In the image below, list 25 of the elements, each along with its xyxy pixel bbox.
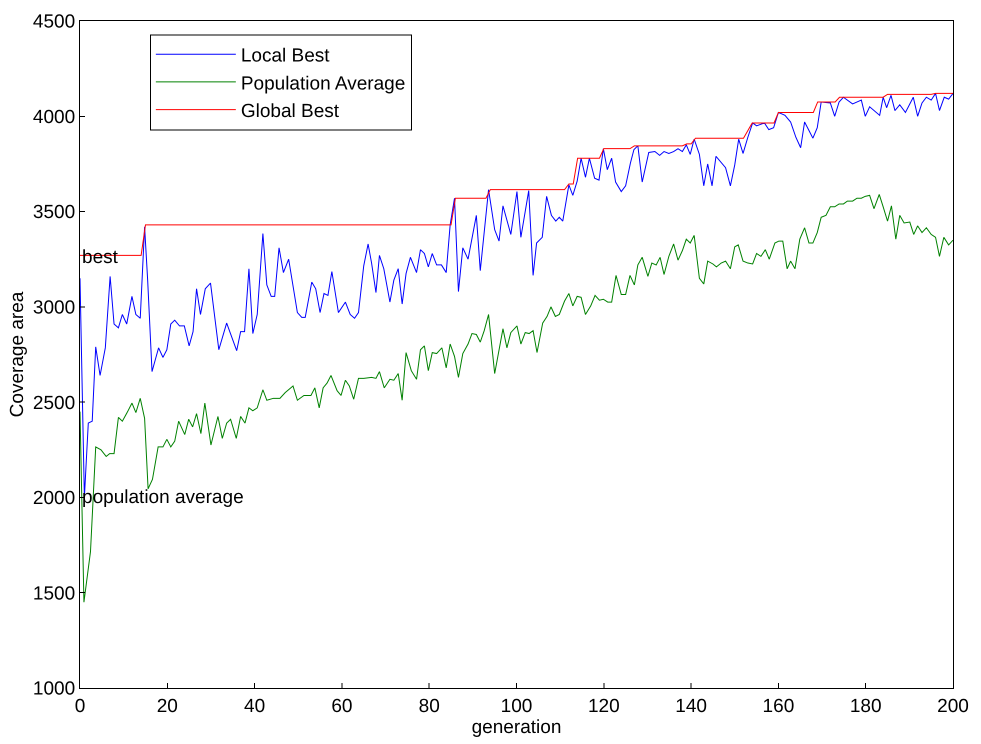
y-tick-label: 1500 (32, 583, 76, 604)
y-tick-label: 4500 (32, 12, 76, 33)
x-tick-label: 0 (74, 696, 86, 717)
x-tick-label: 200 (937, 696, 969, 717)
y-axis-title: Coverage area (6, 291, 28, 418)
x-tick-label: 40 (244, 696, 266, 717)
x-tick-label: 80 (418, 696, 440, 717)
y-tick-label: 3500 (32, 202, 76, 224)
line-series (80, 194, 953, 603)
y-tick-label: 2000 (32, 488, 76, 510)
legend-label: Population Average (240, 73, 406, 94)
x-tick-label: 20 (156, 696, 178, 717)
y-tick-label: 3000 (32, 298, 76, 319)
y-tick-label: 2500 (32, 392, 76, 414)
x-tick-label: 180 (850, 696, 882, 717)
legend-label: Local Best (240, 46, 330, 67)
y-tick-label: 4000 (32, 106, 76, 128)
y-tick-label: 1000 (32, 678, 76, 700)
x-axis-title: generation (472, 716, 562, 738)
x-tick-label: 100 (500, 696, 532, 717)
legend-label: Global Best (240, 101, 340, 122)
x-tick-label: 60 (331, 696, 352, 717)
x-tick-label: 160 (762, 696, 794, 717)
x-tick-label: 120 (588, 696, 620, 717)
x-tick-label: 140 (675, 696, 707, 717)
